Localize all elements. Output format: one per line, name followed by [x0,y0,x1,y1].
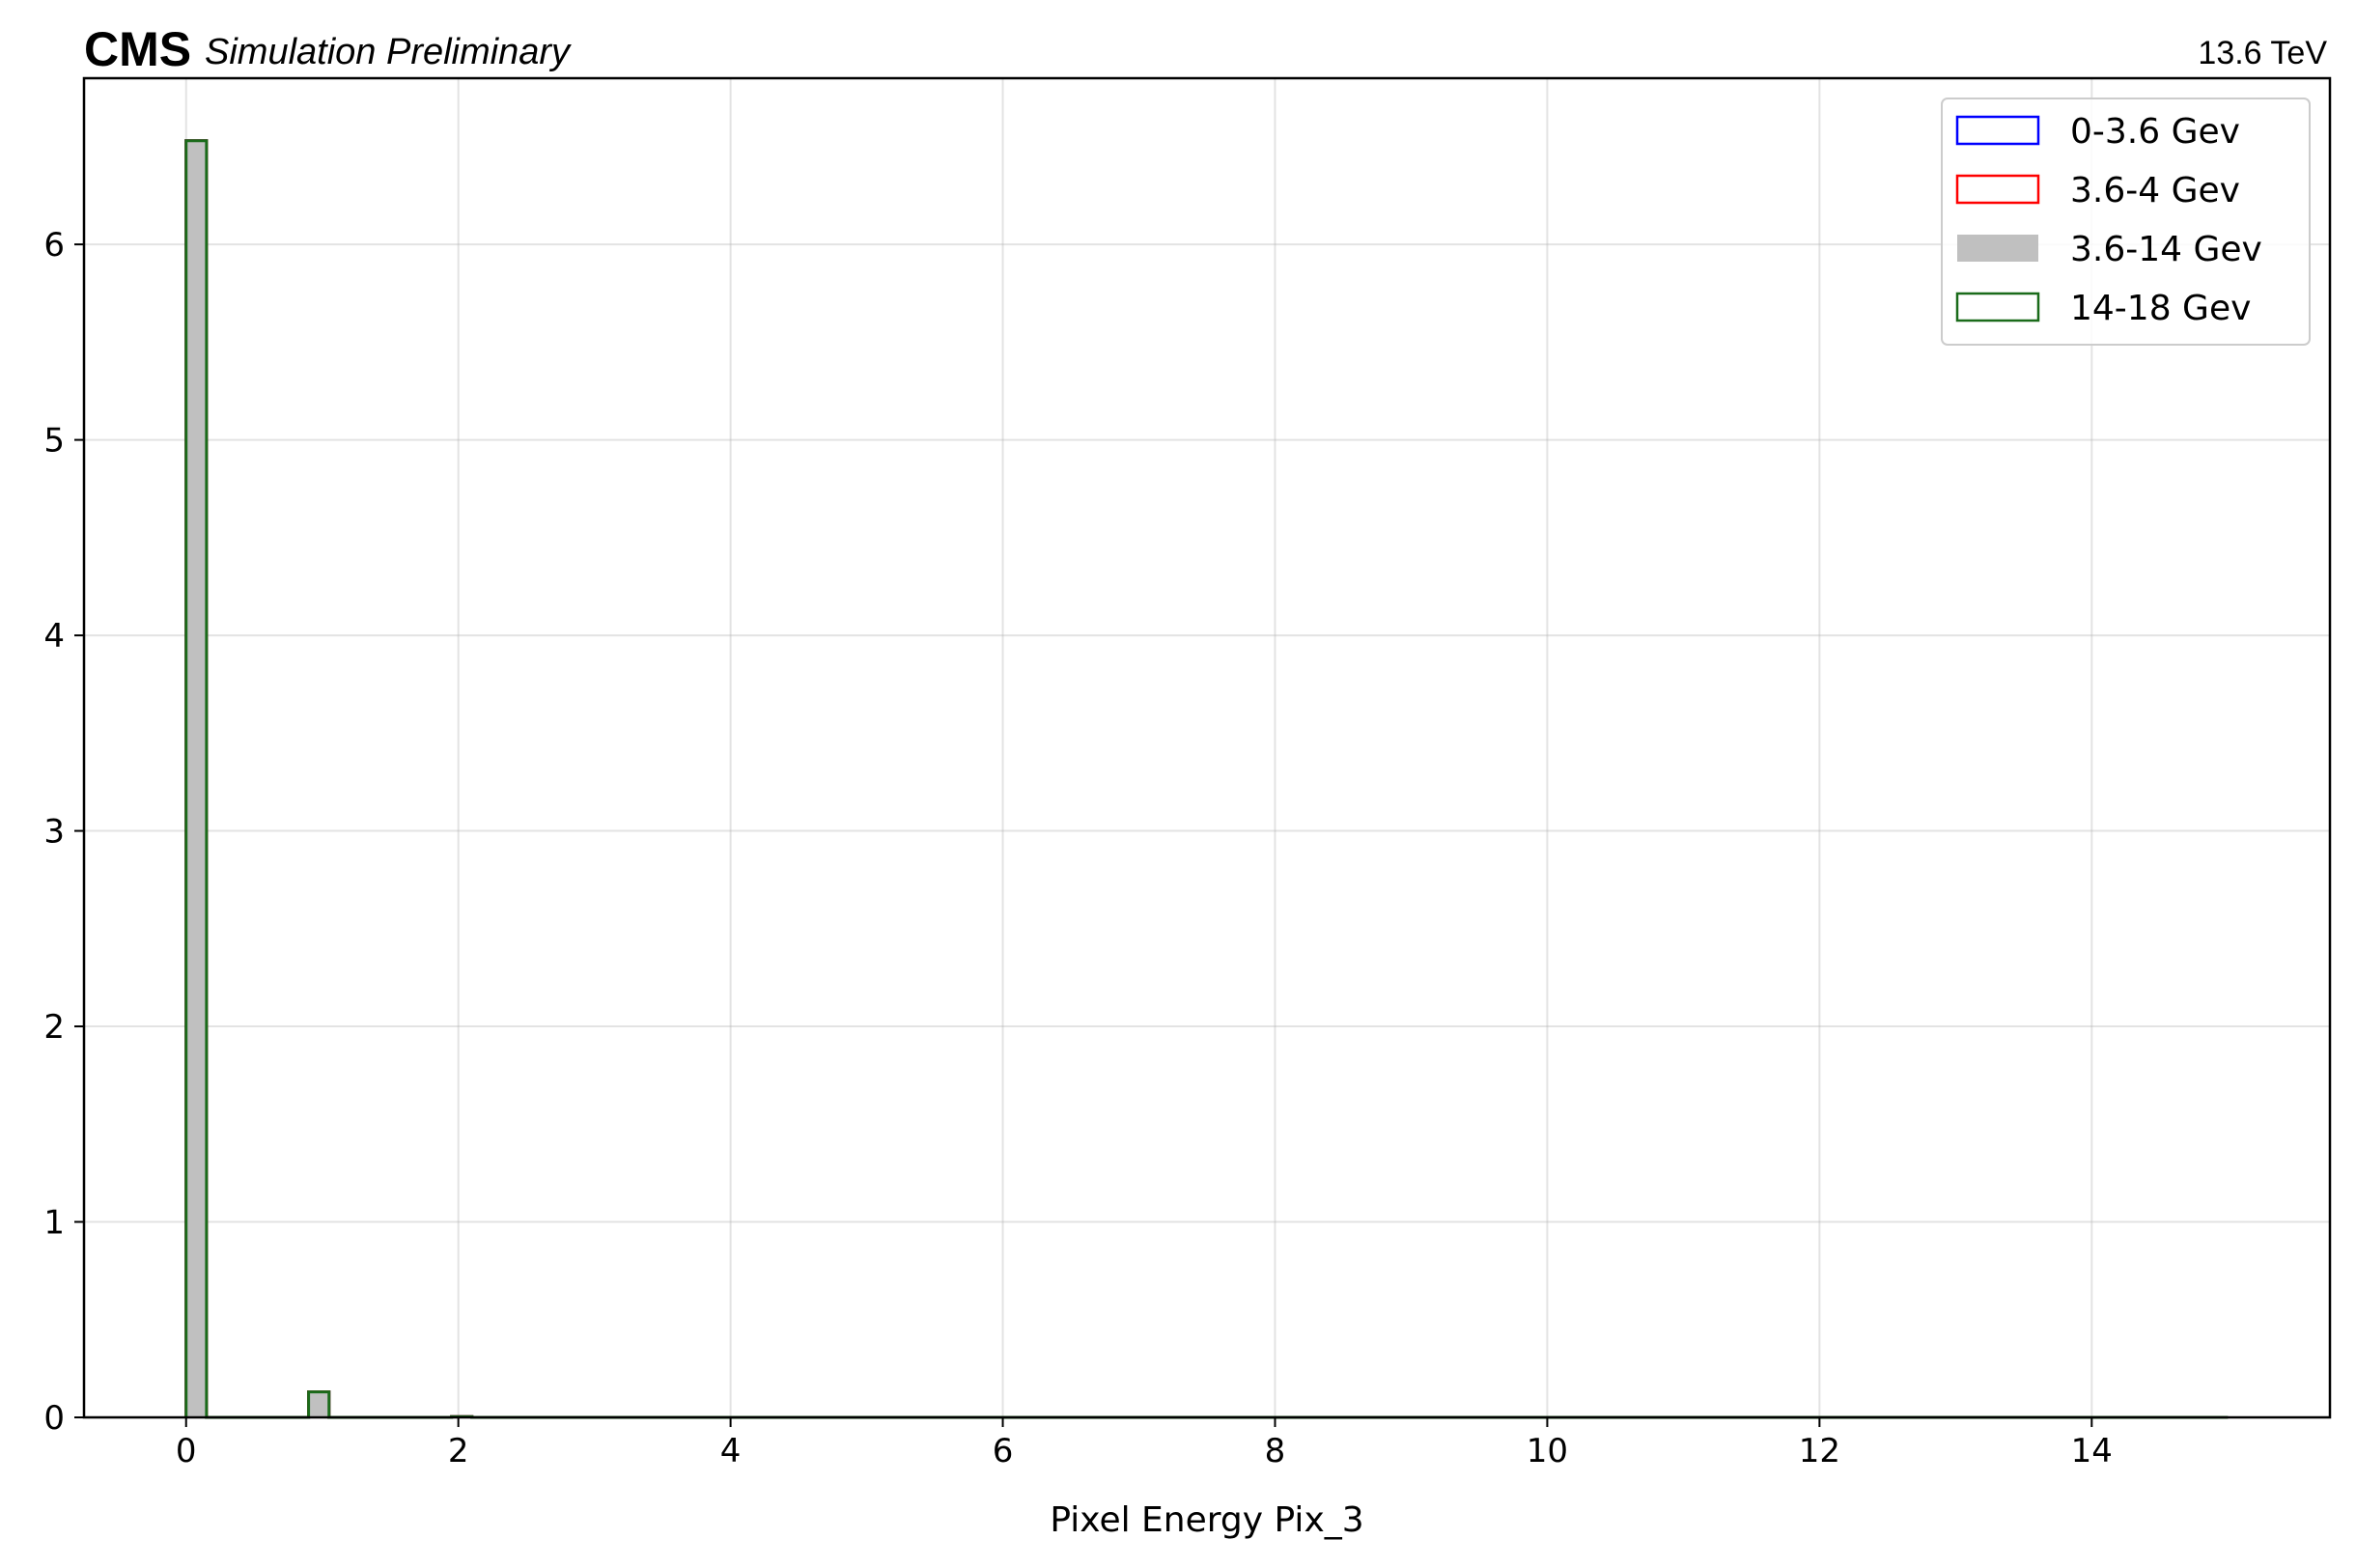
legend-entry: 0-3.6 Gev [1955,112,2240,152]
y-tick-label: 3 [43,813,65,852]
y-tick-label: 4 [43,617,65,656]
legend-entry: 3.6-4 Gev [1955,171,2240,210]
x-tick-label: 12 [1799,1432,1840,1470]
series-3-6-4-gev [184,139,2229,1419]
legend-label: 3.6-4 Gev [2070,171,2240,210]
series-0-3-6-gev [184,139,2229,1419]
legend-label: 14-18 Gev [2070,289,2251,328]
legend-box [1941,98,2311,346]
histogram-step-line [184,139,2229,1419]
y-tick-label: 2 [43,1008,65,1047]
experiment-label: CMS [84,22,191,76]
legend-entry: 14-18 Gev [1955,289,2251,328]
grid [84,78,2330,1418]
energy-label: 13.6 TeV [2198,35,2327,71]
y-tick-label: 0 [43,1399,65,1438]
x-tick-label: 14 [2071,1432,2113,1470]
x-tick-label: 0 [176,1432,197,1470]
series-14-18-gev [184,139,2229,1419]
x-tick-label: 6 [993,1432,1014,1470]
x-tick-label: 8 [1265,1432,1286,1470]
x-axis-label: Pixel Energy Pix_3 [1050,1500,1363,1540]
x-tick-label: 2 [448,1432,469,1470]
x-tick-label: 10 [1527,1432,1568,1470]
legend-entry: 3.6-14 Gev [1957,230,2262,269]
histogram-step-line [184,139,2229,1419]
legend-swatch [1955,115,2040,146]
y-tick-label: 5 [43,422,65,461]
legend-swatch [1957,235,2038,262]
y-tick-label: 6 [43,226,65,265]
legend: 0-3.6 Gev 3.6-4 Gev 3.6-14 Gev 14-18 Gev [1941,98,2311,346]
histogram-bars [184,139,2229,1419]
histogram-step-line [184,139,2229,1419]
histogram-bar [185,140,207,1417]
plot-frame [82,76,2332,1419]
legend-label: 3.6-14 Gev [2070,230,2262,269]
series-3-6-14-gev [185,140,472,1417]
legend-swatch [1955,292,2040,322]
legend-label: 0-3.6 Gev [2070,112,2240,152]
x-tick-label: 4 [720,1432,742,1470]
status-label: Simulation Preliminary [205,32,572,72]
histogram-bar [308,1391,329,1417]
legend-swatch [1955,174,2040,205]
y-tick-label: 1 [43,1204,65,1243]
